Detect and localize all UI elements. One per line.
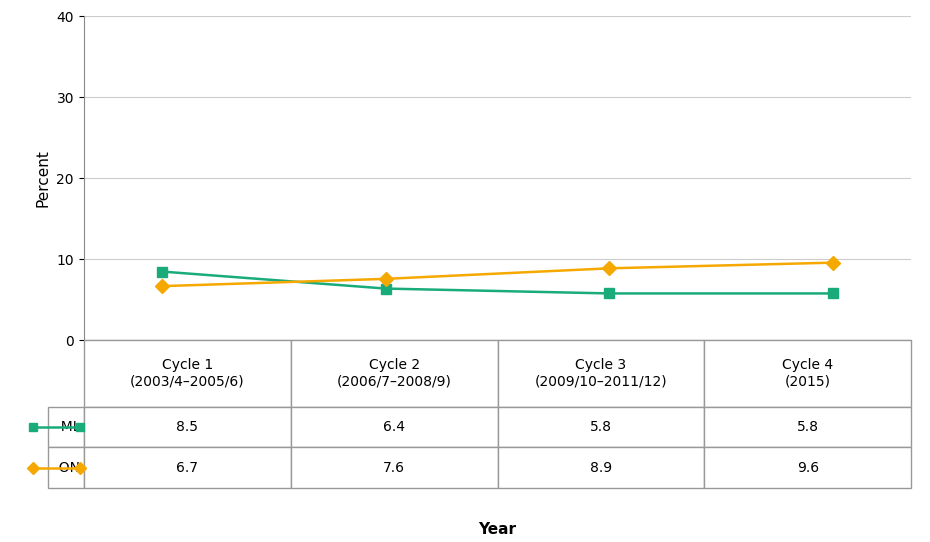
- Text: Year: Year: [479, 521, 516, 537]
- Y-axis label: Percent: Percent: [35, 150, 51, 207]
